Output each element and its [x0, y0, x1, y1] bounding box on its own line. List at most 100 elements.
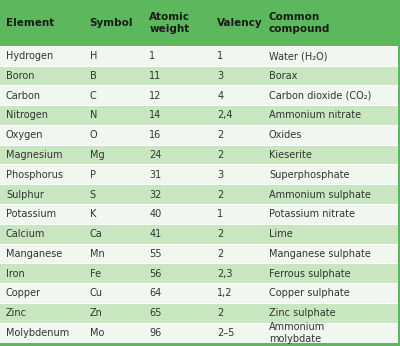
Bar	[0, 66, 398, 86]
Text: 2: 2	[217, 150, 223, 160]
Bar	[0, 263, 398, 264]
Text: S: S	[90, 190, 96, 200]
Text: Common
compound: Common compound	[269, 12, 330, 34]
Text: 64: 64	[149, 289, 162, 299]
Bar	[0, 105, 398, 106]
Text: Symbol: Symbol	[90, 18, 133, 28]
Text: 1: 1	[217, 51, 223, 61]
Text: Zinc: Zinc	[6, 308, 27, 318]
Text: Cu: Cu	[90, 289, 103, 299]
Text: Ammonium
molybdate: Ammonium molybdate	[269, 322, 325, 344]
Text: Iron: Iron	[6, 269, 25, 279]
Text: 55: 55	[149, 249, 162, 259]
Text: Oxygen: Oxygen	[6, 130, 44, 140]
Bar	[0, 204, 398, 224]
Text: Carbon: Carbon	[6, 91, 41, 101]
Bar	[0, 165, 398, 185]
Text: Potassium nitrate: Potassium nitrate	[269, 209, 355, 219]
Text: Fe: Fe	[90, 269, 101, 279]
Text: Hydrogen: Hydrogen	[6, 51, 53, 61]
Text: 56: 56	[149, 269, 162, 279]
Bar	[0, 322, 398, 324]
Text: 2: 2	[217, 229, 223, 239]
Text: H: H	[90, 51, 97, 61]
Text: Mo: Mo	[90, 328, 104, 338]
Text: 1: 1	[217, 209, 223, 219]
Text: 2,3: 2,3	[217, 269, 233, 279]
Bar	[0, 283, 398, 284]
Text: 1,2: 1,2	[217, 289, 233, 299]
Bar	[0, 65, 398, 66]
Text: 1: 1	[149, 51, 156, 61]
Text: 2: 2	[217, 308, 223, 318]
Text: 16: 16	[149, 130, 162, 140]
Text: 65: 65	[149, 308, 162, 318]
Text: Mg: Mg	[90, 150, 104, 160]
Text: K: K	[90, 209, 96, 219]
Text: C: C	[90, 91, 96, 101]
Bar	[0, 244, 398, 264]
Text: Manganese: Manganese	[6, 249, 62, 259]
Bar	[0, 284, 398, 303]
Bar	[0, 224, 398, 244]
Text: Carbon dioxide (CO₂): Carbon dioxide (CO₂)	[269, 91, 371, 101]
Text: Valency: Valency	[217, 18, 263, 28]
Text: 12: 12	[149, 91, 162, 101]
Text: Copper sulphate: Copper sulphate	[269, 289, 350, 299]
Text: O: O	[90, 130, 97, 140]
Text: Phosphorus: Phosphorus	[6, 170, 63, 180]
Text: N: N	[90, 110, 97, 120]
Text: 41: 41	[149, 229, 162, 239]
Text: Zn: Zn	[90, 308, 102, 318]
Bar	[0, 184, 398, 185]
Bar	[0, 185, 398, 204]
Bar	[0, 164, 398, 165]
Text: Lime: Lime	[269, 229, 293, 239]
Bar	[0, 264, 398, 284]
Text: Superphosphate: Superphosphate	[269, 170, 350, 180]
Text: 24: 24	[149, 150, 162, 160]
Text: Ammonium sulphate: Ammonium sulphate	[269, 190, 371, 200]
Text: 11: 11	[149, 71, 162, 81]
Text: Mn: Mn	[90, 249, 104, 259]
Text: Atomic
weight: Atomic weight	[149, 12, 190, 34]
Text: 4: 4	[217, 91, 223, 101]
Bar	[0, 0, 398, 46]
Text: P: P	[90, 170, 96, 180]
Text: Oxides: Oxides	[269, 130, 302, 140]
Text: Calcium: Calcium	[6, 229, 45, 239]
Text: Sulphur: Sulphur	[6, 190, 44, 200]
Bar	[0, 145, 398, 165]
Text: Water (H₂O): Water (H₂O)	[269, 51, 328, 61]
Text: Nitrogen: Nitrogen	[6, 110, 48, 120]
Text: 31: 31	[149, 170, 162, 180]
Text: Manganese sulphate: Manganese sulphate	[269, 249, 371, 259]
Text: 2: 2	[217, 249, 223, 259]
Bar	[0, 204, 398, 205]
Bar	[0, 145, 398, 146]
Text: Borax: Borax	[269, 71, 297, 81]
Text: 2: 2	[217, 130, 223, 140]
Text: Element: Element	[6, 18, 54, 28]
Bar	[0, 46, 398, 47]
Text: 3: 3	[217, 71, 223, 81]
Bar	[0, 244, 398, 245]
Text: 2: 2	[217, 190, 223, 200]
Text: 32: 32	[149, 190, 162, 200]
Text: 2,4: 2,4	[217, 110, 233, 120]
Bar	[0, 303, 398, 304]
Bar	[0, 303, 398, 323]
Bar	[0, 106, 398, 125]
Text: Ferrous sulphate: Ferrous sulphate	[269, 269, 350, 279]
Bar	[0, 85, 398, 86]
Bar	[0, 323, 398, 343]
Text: Molybdenum: Molybdenum	[6, 328, 69, 338]
Text: B: B	[90, 71, 96, 81]
Text: Boron: Boron	[6, 71, 34, 81]
Text: 3: 3	[217, 170, 223, 180]
Text: Ammonium nitrate: Ammonium nitrate	[269, 110, 361, 120]
Text: 96: 96	[149, 328, 162, 338]
Bar	[0, 125, 398, 145]
Text: Ca: Ca	[90, 229, 102, 239]
Text: 2–5: 2–5	[217, 328, 234, 338]
